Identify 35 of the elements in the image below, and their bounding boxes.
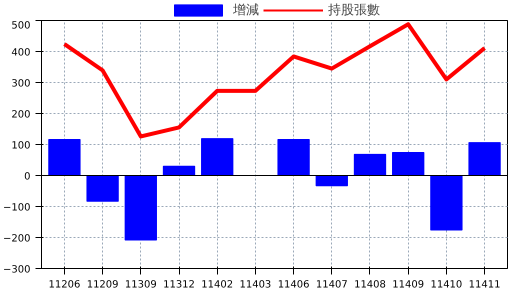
- x-tick-label: 11406: [278, 280, 310, 290]
- bar: [392, 152, 424, 176]
- bar: [430, 175, 463, 231]
- y-tick-label: 300: [11, 78, 31, 90]
- x-tick-label: 11403: [239, 280, 272, 290]
- y-tick-label: 400: [11, 48, 31, 58]
- x-tick-label: 11402: [201, 280, 234, 290]
- y-tick-label: 200: [11, 110, 31, 120]
- y-tick-label: 100: [11, 140, 31, 152]
- x-tick-label: 11209: [86, 280, 119, 290]
- bar: [316, 175, 348, 186]
- bar: [468, 142, 501, 176]
- legend-label: 持股張數: [328, 2, 380, 19]
- y-tick-label: −100: [3, 202, 31, 214]
- bar: [86, 175, 119, 202]
- x-tick-label: 11409: [392, 280, 424, 290]
- x-tick-label: 11206: [48, 280, 80, 290]
- bar: [201, 138, 234, 176]
- x-tick-label: 11410: [430, 280, 462, 290]
- y-tick-label: −200: [3, 234, 31, 244]
- line-series: [62, 22, 487, 138]
- y-tick-label: 0: [24, 172, 31, 182]
- x-tick-label: 11411: [468, 280, 500, 290]
- x-tick-label: 11408: [354, 280, 386, 290]
- x-tick-label: 11312: [163, 280, 195, 290]
- bar: [48, 139, 81, 176]
- bar: [162, 166, 196, 176]
- bar: [124, 175, 157, 240]
- legend-label: 增減: [233, 2, 259, 19]
- y-tick-label: −300: [3, 264, 31, 276]
- bar: [354, 154, 386, 176]
- x-tick-label: 11309: [124, 280, 157, 290]
- y-tick-label: 500: [11, 20, 31, 32]
- x-tick-label: 11407: [316, 280, 348, 290]
- bar: [277, 139, 310, 176]
